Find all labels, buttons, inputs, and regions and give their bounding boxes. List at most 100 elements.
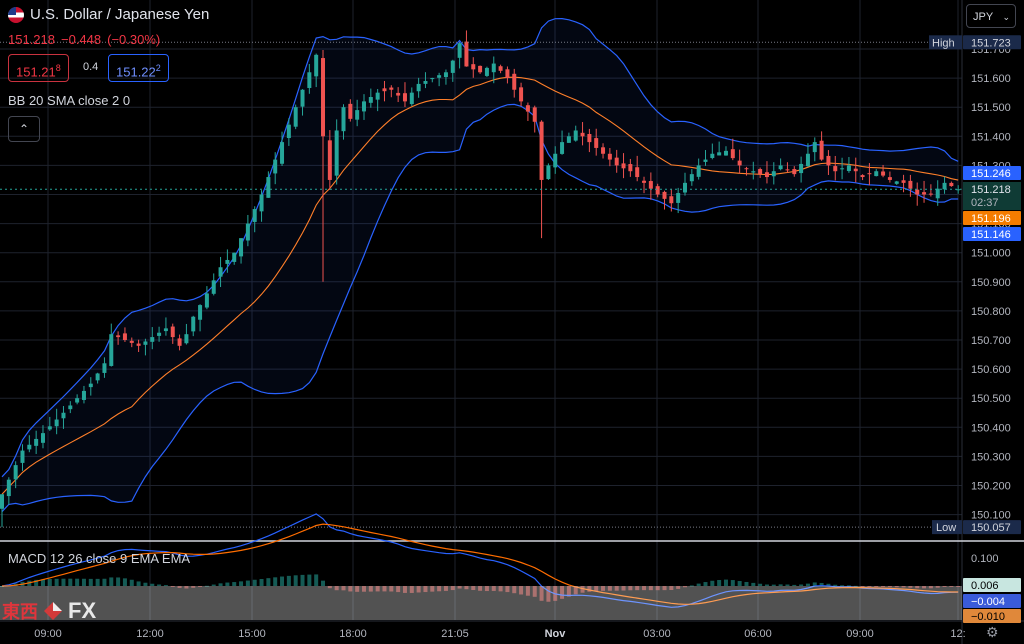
macd-histogram-bar [314, 574, 319, 586]
macd-histogram-bar [478, 586, 483, 591]
price-tick-label: 150.800 [971, 306, 1011, 318]
macd-histogram-bar [450, 586, 455, 591]
candle-body [935, 188, 940, 199]
time-tick-label: 03:00 [643, 628, 671, 640]
macd-histogram-bar [416, 586, 421, 593]
candle-body [348, 103, 353, 119]
macd-histogram-bar [232, 582, 237, 586]
macd-histogram-bar [218, 583, 223, 586]
bb-upper-band-line [1, 17, 959, 478]
macd-histogram-bar [642, 586, 647, 591]
macd-histogram-bar [778, 584, 783, 586]
sell-button[interactable]: 151.218 [8, 54, 69, 82]
chart-settings-gear-icon[interactable]: ⚙ [986, 624, 999, 640]
candle-body [88, 383, 93, 388]
macd-histogram-bar [157, 584, 162, 586]
candle-body [635, 167, 640, 178]
candle-body [498, 66, 503, 71]
candle-body [280, 142, 285, 164]
candle-body [6, 479, 11, 497]
macd-histogram-bar [177, 586, 182, 588]
macd-histogram-bar [826, 583, 831, 586]
basis-price-label-bg [963, 211, 1021, 225]
macd-histogram-bar [737, 581, 742, 586]
macd-histogram-bar [61, 578, 66, 586]
candle-body [293, 107, 298, 127]
macd-histogram-bar [894, 586, 899, 588]
macd-value-label-bg [963, 594, 1021, 608]
candle-body [95, 373, 100, 381]
candle-body [150, 337, 155, 342]
macd-histogram-bar [601, 586, 606, 591]
candle-body [430, 78, 435, 80]
low-label-bg [932, 520, 962, 535]
macd-histogram-bar [744, 581, 749, 586]
macd-histogram-bar [430, 586, 435, 592]
candle-body [737, 160, 742, 166]
candle-body [942, 182, 947, 190]
candle-body [47, 426, 52, 430]
candle-body [621, 163, 626, 169]
candle-body [157, 332, 162, 336]
macd-indicator-label[interactable]: MACD 12 26 close 9 EMA EMA [8, 551, 191, 566]
upper-band-price-label: 151.246 [971, 168, 1011, 180]
macd-histogram-bar [341, 586, 346, 591]
macd-histogram-bar [703, 582, 708, 586]
candle-body [539, 121, 544, 180]
macd-tick-label: 0.100 [971, 553, 999, 565]
candle-body [232, 252, 237, 262]
candle-body [922, 192, 927, 195]
bb-basis-line [1, 76, 959, 495]
candle-body [116, 335, 121, 338]
macd-histogram-bar [355, 586, 360, 592]
candle-body [587, 133, 592, 143]
macd-histogram-bar [382, 586, 387, 592]
macd-histogram-bar [942, 586, 947, 587]
macd-histogram-bar [908, 586, 913, 588]
candle-body [375, 92, 380, 100]
macd-histogram-bar [607, 586, 612, 591]
bid-price-pip: 8 [55, 63, 61, 73]
macd-histogram-bar [771, 584, 776, 586]
candle-body [928, 193, 933, 195]
macd-histogram-bar [239, 581, 244, 586]
macd-histogram-bar [136, 581, 141, 586]
candle-body [409, 92, 414, 105]
macd-histogram-bar [68, 578, 73, 586]
candle-body [628, 164, 633, 172]
candle-body [471, 64, 476, 70]
macd-value-label: −0.004 [971, 596, 1005, 608]
last-price-label-bg [963, 182, 1021, 210]
candle-body [949, 182, 954, 187]
macd-histogram-bar [881, 586, 886, 587]
bb-indicator-label[interactable]: BB 20 SMA close 2 0 [8, 93, 131, 108]
macd-histogram-bar [0, 586, 4, 587]
candle-body [286, 124, 291, 139]
chevron-up-icon: ⌃ [18, 122, 30, 136]
buy-button[interactable]: 151.222 [108, 54, 169, 82]
candle-body [915, 189, 920, 195]
macd-histogram-bar [662, 586, 667, 591]
collapse-legend-button[interactable]: ⌃ [8, 116, 40, 142]
candle-body [307, 72, 312, 88]
candle-body [389, 87, 394, 90]
macd-histogram-bar [286, 575, 291, 586]
candle-body [744, 168, 749, 170]
candle-body [546, 165, 551, 180]
candle-body [710, 153, 715, 158]
macd-histogram-bar [198, 586, 203, 587]
candle-body [703, 159, 708, 162]
macd-histogram-bar [573, 586, 578, 595]
macd-histogram-bar [710, 580, 715, 586]
candle-body [874, 171, 879, 177]
candle-body [566, 136, 571, 143]
macd-histogram-bar [696, 583, 701, 586]
price-tick-label: 151.400 [971, 131, 1011, 143]
candle-body [68, 405, 73, 410]
macd-histogram-bar [922, 586, 927, 589]
candle-body [655, 186, 660, 195]
currency-select[interactable]: JPY ⌄ [966, 4, 1016, 28]
symbol-title[interactable]: U.S. Dollar / Japanese Yen [30, 6, 210, 23]
macd-histogram-bar [437, 586, 442, 592]
